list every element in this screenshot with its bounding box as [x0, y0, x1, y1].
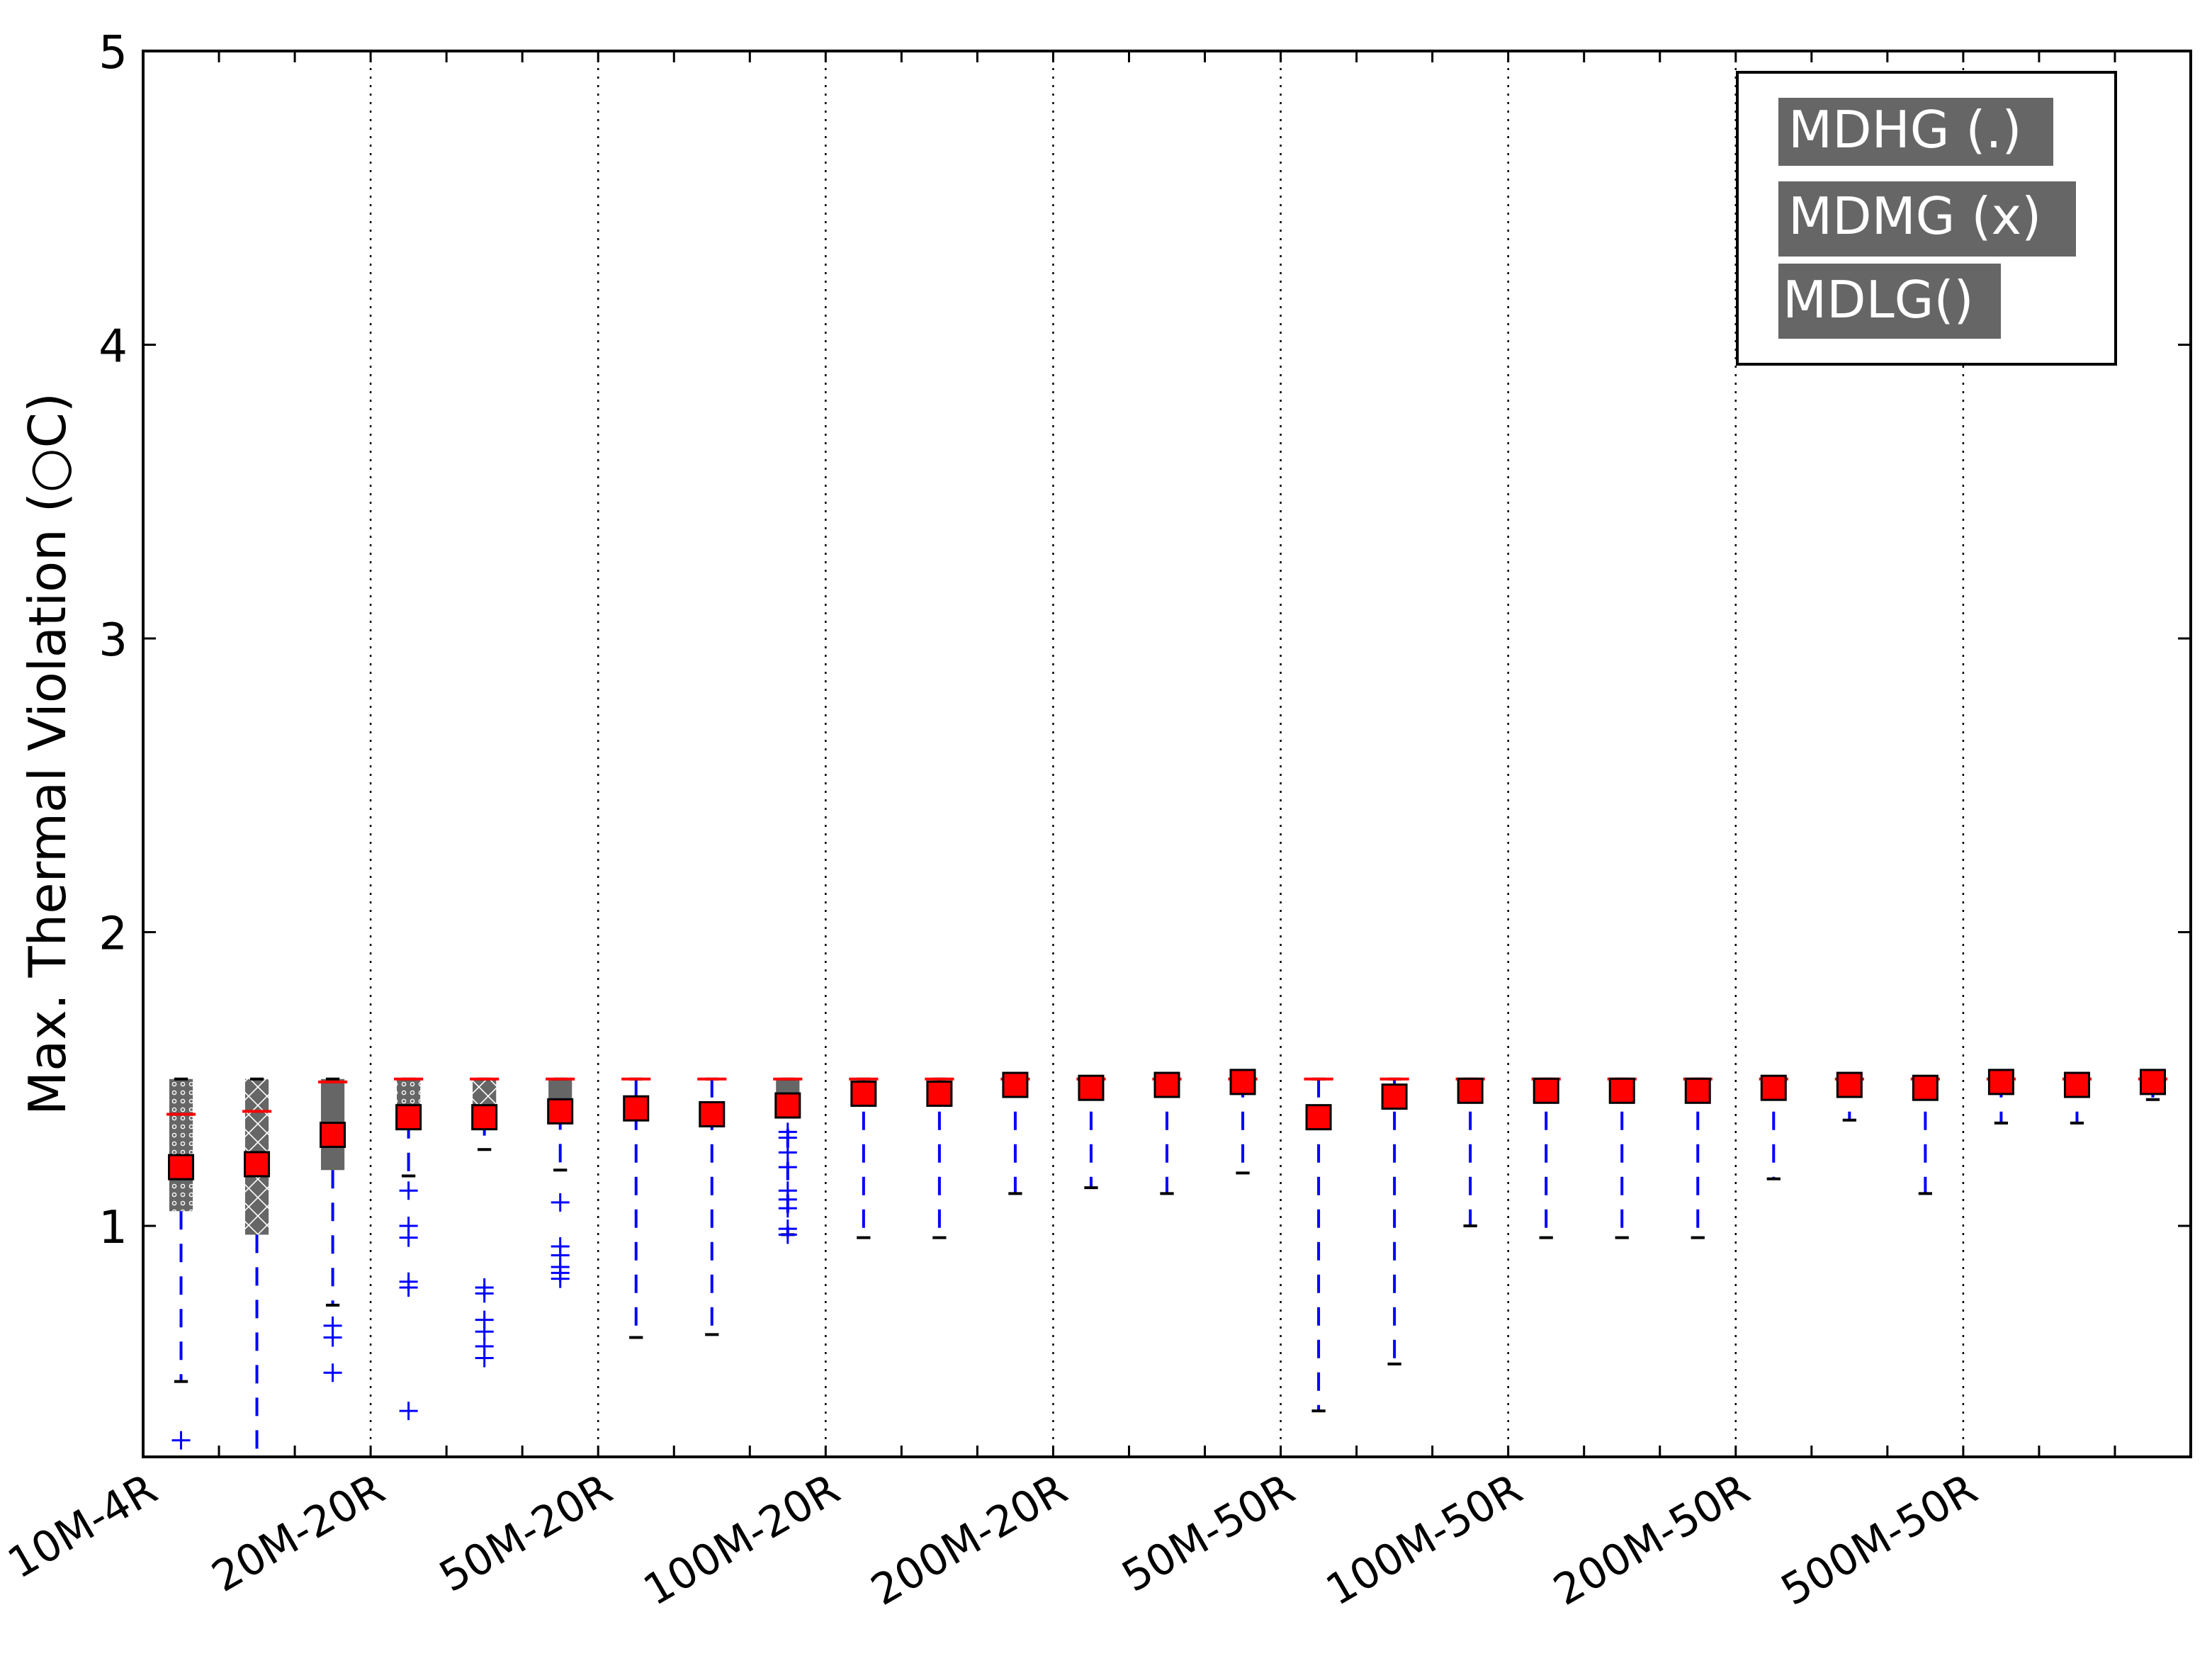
outlier-marker: [778, 1158, 797, 1177]
mean-marker: [1305, 1104, 1332, 1131]
box-500M-50R-2: [2138, 1069, 2168, 1101]
x-tick-label: 200M-20R: [863, 1464, 1076, 1616]
mean-marker: [1684, 1077, 1711, 1104]
box-100M-50R-0: [1531, 1077, 1561, 1239]
legend: MDHG (.) MDMG (x) MDLG(): [1736, 71, 2117, 366]
box-20M-20R-0: [394, 1077, 424, 1421]
box-series: [166, 1069, 2168, 1458]
box-10M-4R-0: [166, 1077, 196, 1450]
box-200M-50R-2: [1910, 1074, 1940, 1195]
mean-marker: [926, 1080, 953, 1107]
outlier-marker: [323, 1363, 342, 1382]
mean-marker: [1002, 1071, 1029, 1098]
mean-marker: [547, 1098, 574, 1125]
box-200M-20R-1: [1152, 1071, 1182, 1195]
outlier-marker: [475, 1348, 494, 1368]
box-20M-20R-2: [546, 1077, 575, 1288]
mean-marker: [244, 1151, 271, 1178]
box-500M-50R-1: [2062, 1071, 2092, 1125]
box-200M-50R-0: [1759, 1074, 1788, 1181]
group-separators: [369, 51, 1965, 1457]
box-100M-20R-2: [1000, 1071, 1030, 1195]
mean-marker: [1229, 1069, 1256, 1095]
box-20M-20R-1: [470, 1077, 500, 1368]
y-tick-label: 3: [98, 614, 128, 667]
legend-swatch-mdmg: [1778, 181, 2076, 257]
y-axis-label: Max. Thermal Violation (○C): [18, 393, 77, 1115]
plot-frame: [142, 50, 2192, 1458]
box-50M-50R-1: [1379, 1077, 1409, 1365]
x-tick-label: 500M-50R: [1773, 1464, 1985, 1616]
outlier-marker: [778, 1199, 797, 1218]
box-200M-20R-2: [1228, 1069, 1258, 1175]
mean-marker: [850, 1080, 877, 1107]
mean-marker: [320, 1122, 346, 1149]
mean-marker: [699, 1100, 726, 1127]
mean-marker: [2139, 1069, 2166, 1095]
mean-marker: [623, 1095, 650, 1122]
box-50M-20R-2: [773, 1077, 803, 1244]
box-200M-20R-0: [1076, 1074, 1106, 1190]
box-50M-50R-0: [1304, 1077, 1333, 1413]
box-50M-20R-0: [621, 1077, 651, 1339]
mean-marker: [471, 1104, 498, 1131]
mean-marker: [1078, 1074, 1105, 1101]
outlier-marker: [475, 1284, 494, 1303]
box-500M-50R-0: [1986, 1069, 2016, 1125]
outlier-marker: [551, 1193, 570, 1212]
box-100M-20R-0: [849, 1077, 879, 1239]
box-200M-50R-1: [1834, 1071, 1864, 1122]
x-tick-label: 50M-50R: [1114, 1464, 1303, 1602]
x-tick-label: 50M-20R: [431, 1464, 621, 1602]
y-tick-label: 2: [98, 908, 128, 961]
outlier-marker: [323, 1328, 342, 1347]
box-10M-4R-2: [318, 1077, 348, 1382]
legend-swatch-mdlg: [1778, 264, 2001, 339]
box-10M-4R-1: [242, 1077, 272, 1458]
mean-marker: [1381, 1083, 1408, 1110]
outlier-marker: [551, 1269, 570, 1288]
x-tick-label: 100M-20R: [636, 1464, 848, 1616]
x-tick-label: 100M-50R: [1318, 1464, 1530, 1616]
mean-marker: [2063, 1071, 2090, 1098]
mean-marker: [1987, 1069, 2014, 1095]
box-100M-50R-2: [1683, 1077, 1712, 1239]
box-50M-20R-1: [697, 1077, 727, 1336]
box-100M-20R-1: [925, 1077, 954, 1239]
outlier-marker: [778, 1225, 797, 1244]
mean-marker: [1153, 1071, 1180, 1098]
mean-marker: [1457, 1077, 1484, 1104]
legend-label-mdlg: MDLG(): [1783, 270, 1974, 329]
box-50M-50R-2: [1455, 1077, 1485, 1227]
box-body: [169, 1078, 193, 1212]
y-tick-label: 5: [98, 27, 128, 79]
y-tick-label: 1: [98, 1202, 128, 1254]
mean-marker: [1836, 1071, 1863, 1098]
mean-marker: [1760, 1074, 1787, 1101]
legend-label-mdmg: MDMG (x): [1788, 186, 2041, 246]
legend-swatch-mdhg: [1778, 98, 2053, 166]
outlier-marker: [399, 1181, 418, 1200]
mean-marker: [1608, 1077, 1635, 1104]
mean-marker: [774, 1092, 801, 1119]
y-tick-label: 4: [98, 321, 128, 373]
mean-marker: [1912, 1074, 1939, 1101]
x-tick-label: 200M-50R: [1545, 1464, 1758, 1616]
outlier-marker: [399, 1402, 418, 1421]
y-ticks: 1 2 3 4 5: [98, 27, 2191, 1254]
box-100M-50R-1: [1607, 1077, 1637, 1239]
mean-marker: [1533, 1077, 1559, 1104]
outlier-marker: [399, 1228, 418, 1247]
outlier-marker: [171, 1431, 191, 1450]
outlier-marker: [399, 1278, 418, 1297]
legend-label-mdhg: MDHG (.): [1788, 100, 2021, 159]
mean-marker: [395, 1104, 422, 1131]
x-tick-label: 20M-20R: [204, 1464, 393, 1602]
mean-marker: [168, 1154, 195, 1181]
x-tick-label: 10M-4R: [0, 1464, 166, 1588]
